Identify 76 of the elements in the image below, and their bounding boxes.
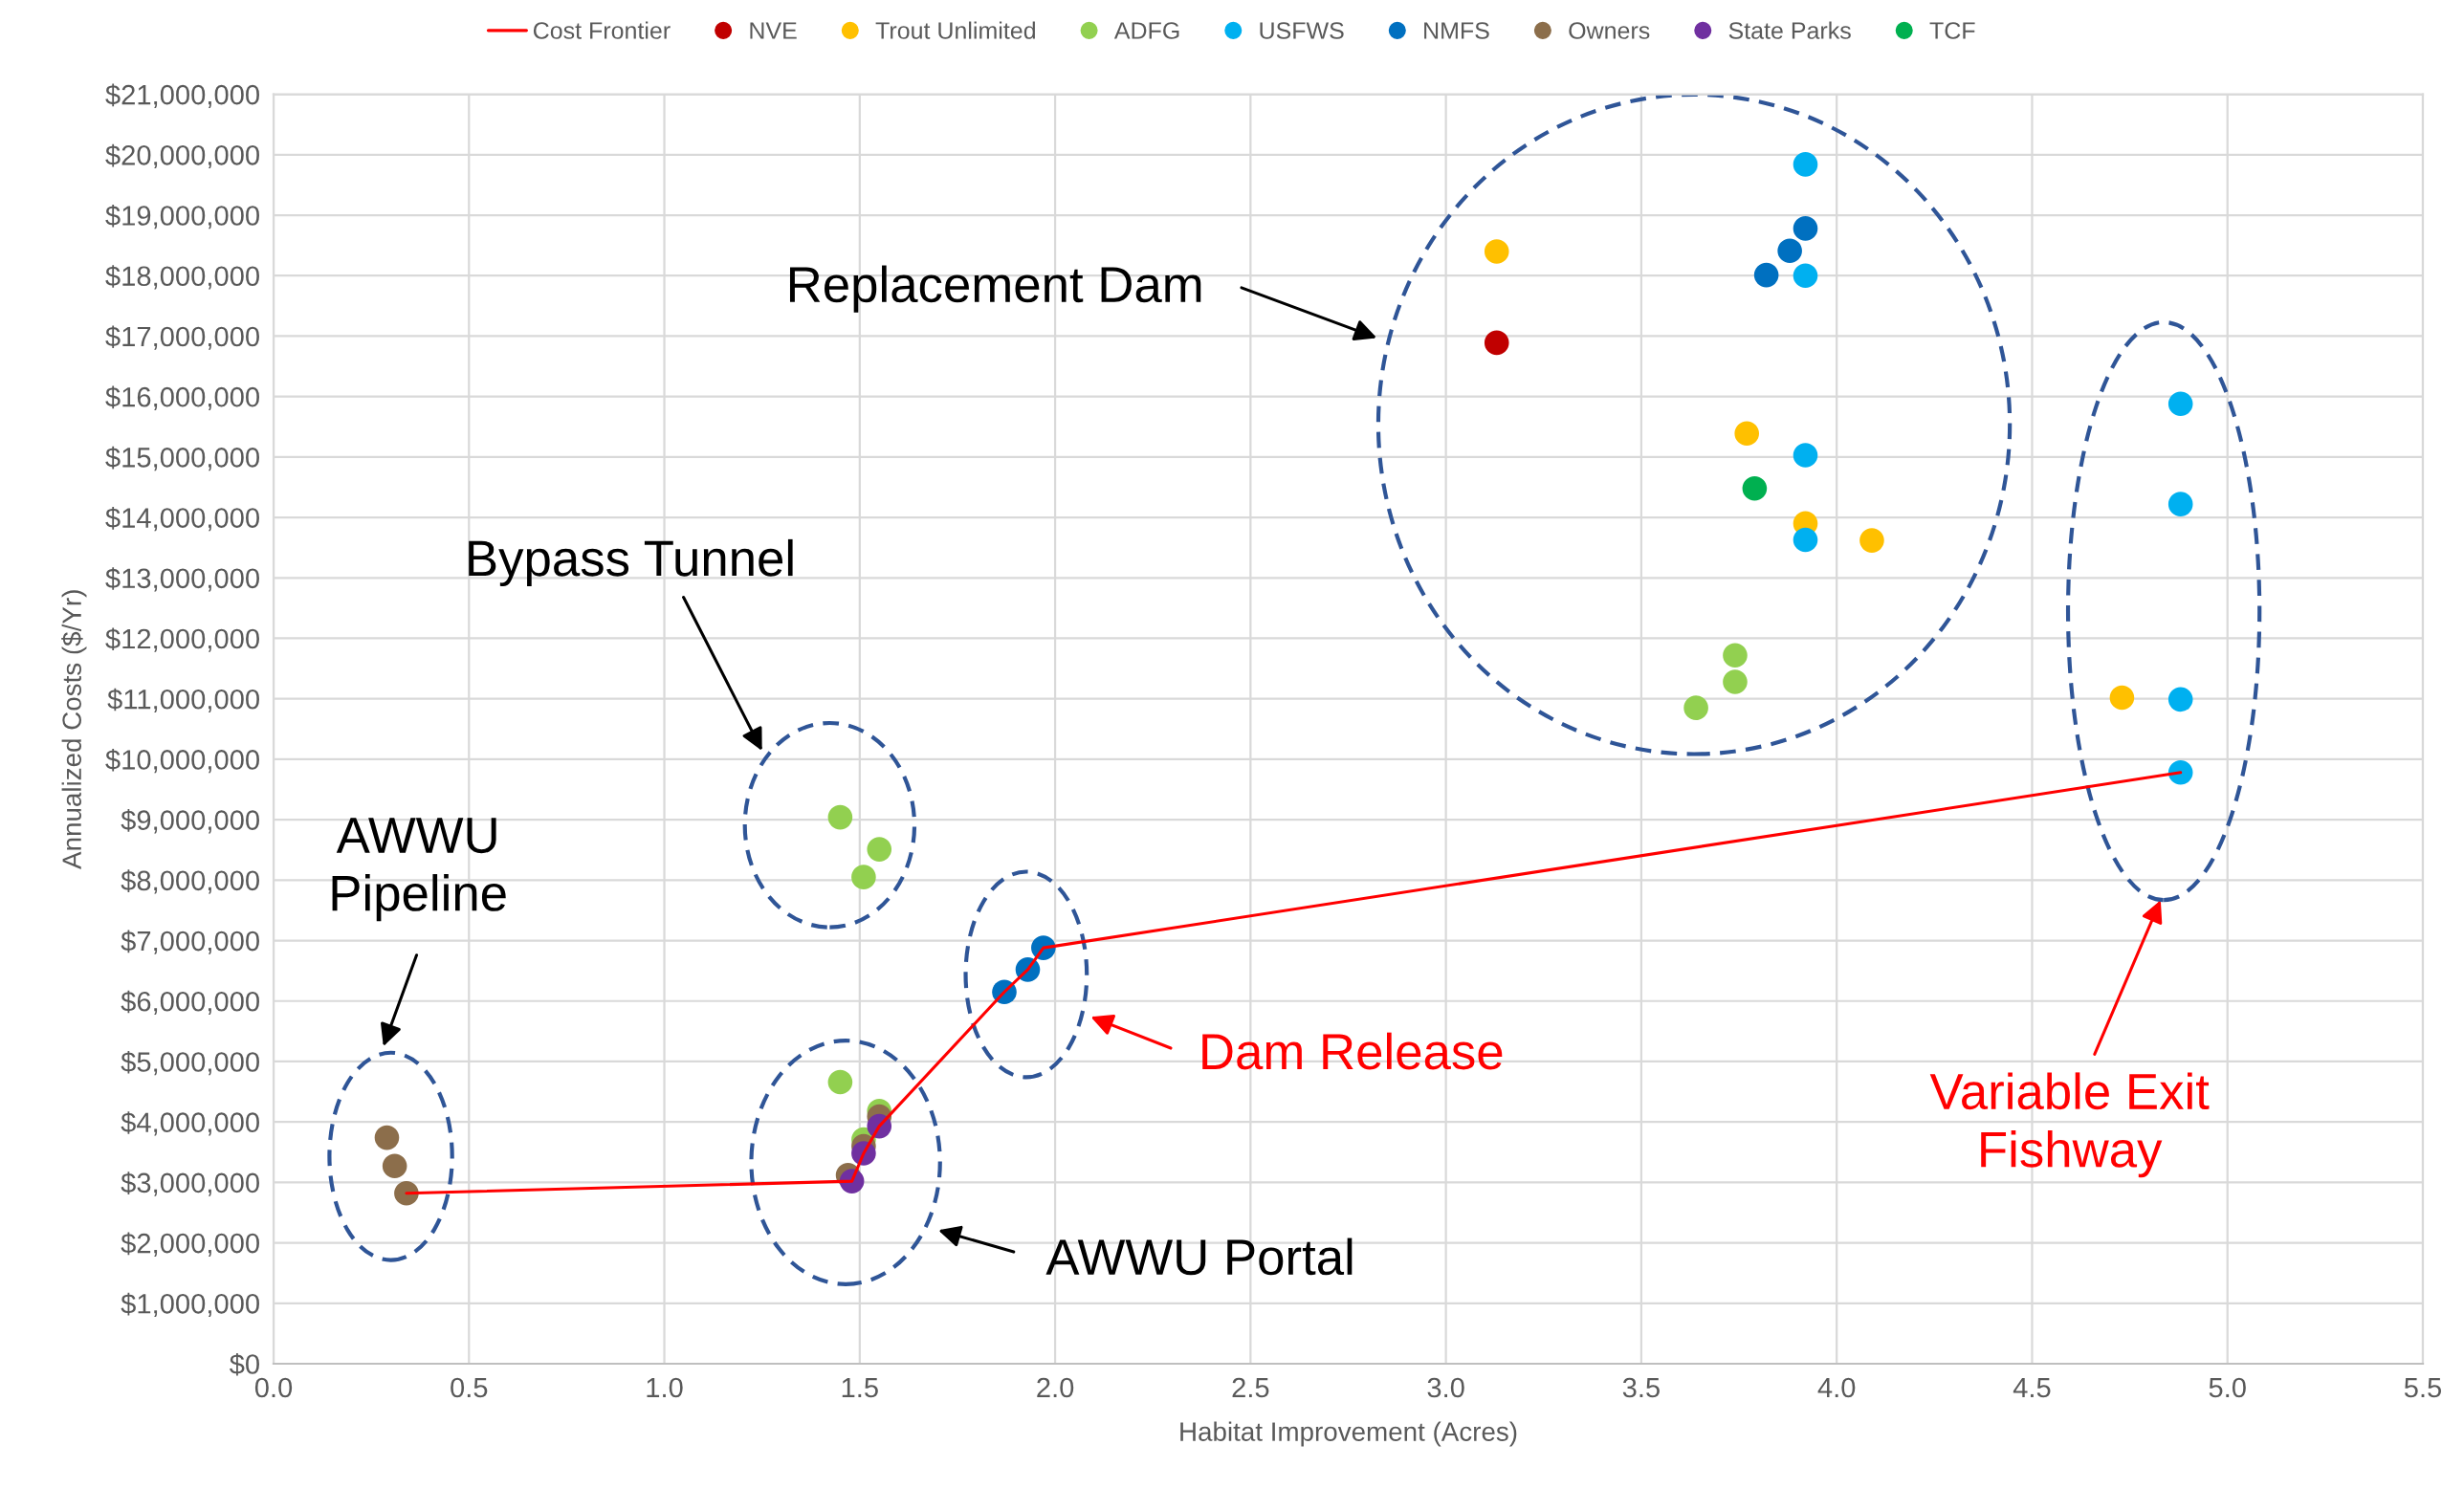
y-tick-label: $19,000,000 bbox=[105, 204, 259, 230]
point bbox=[1734, 421, 1760, 447]
y-tick-label: $16,000,000 bbox=[105, 385, 259, 410]
point bbox=[2109, 685, 2135, 711]
x-axis-title: Habitat Improvement (Acres) bbox=[1180, 1421, 1517, 1447]
point bbox=[1484, 239, 1509, 264]
y-tick-label: $2,000,000 bbox=[121, 1232, 259, 1257]
y-tick-label: $7,000,000 bbox=[121, 930, 259, 954]
x-tick-label: 1.0 bbox=[647, 1377, 683, 1398]
y-tick-label: $14,000,000 bbox=[105, 507, 259, 532]
y-tick-label: $18,000,000 bbox=[105, 265, 259, 290]
y-tick-label: $17,000,000 bbox=[105, 325, 259, 350]
y-tick-label: $10,000,000 bbox=[105, 748, 259, 774]
legend-label: NVE bbox=[750, 22, 797, 39]
y-tick-label: $15,000,000 bbox=[105, 446, 259, 471]
annotation: Replacement Dam bbox=[789, 265, 1201, 313]
legend-label: NMFS bbox=[1424, 22, 1489, 39]
y-tick-label: $1,000,000 bbox=[121, 1292, 259, 1318]
annotation: AWWU Portal bbox=[1045, 1237, 1353, 1276]
y-tick-label: $12,000,000 bbox=[105, 627, 259, 652]
x-tick-label: 3.5 bbox=[1622, 1377, 1660, 1398]
point bbox=[1683, 695, 1708, 720]
point bbox=[851, 865, 876, 889]
x-tick-label: 2.5 bbox=[1232, 1377, 1269, 1398]
x-tick-label: 4.0 bbox=[1817, 1377, 1856, 1398]
point bbox=[827, 1069, 853, 1095]
point bbox=[1484, 330, 1509, 356]
annotation: AWWU Pipeline bbox=[332, 818, 506, 922]
point bbox=[827, 804, 853, 830]
y-tick-label: $5,000,000 bbox=[121, 1050, 259, 1076]
x-tick-label: 5.5 bbox=[2404, 1377, 2442, 1398]
point bbox=[1753, 262, 1779, 288]
point bbox=[374, 1125, 400, 1150]
annotation: Dam Release bbox=[1202, 1032, 1503, 1070]
y-tick-label: $6,000,000 bbox=[121, 990, 259, 1016]
point bbox=[1723, 643, 1748, 668]
annotation: Variable Exit Fishway bbox=[1929, 1072, 2210, 1178]
legend-label: ADFG bbox=[1113, 22, 1179, 39]
point bbox=[867, 837, 892, 862]
y-tick-label: $3,000,000 bbox=[121, 1171, 259, 1196]
point bbox=[1859, 528, 1884, 553]
legend-label: TCF bbox=[1929, 22, 1975, 39]
point bbox=[382, 1153, 407, 1179]
x-tick-label: 2.0 bbox=[1037, 1377, 1074, 1398]
y-tick-label: $9,000,000 bbox=[121, 809, 259, 834]
annotation: Bypass Tunnel bbox=[469, 538, 793, 587]
point bbox=[2167, 391, 2193, 417]
y-tick-label: $20,000,000 bbox=[105, 143, 259, 169]
point bbox=[1777, 238, 1802, 264]
y-tick-label: $13,000,000 bbox=[105, 567, 259, 592]
legend-label: Trout Unlimited bbox=[875, 21, 1035, 39]
legend-label: Owners bbox=[1569, 22, 1650, 39]
point bbox=[1793, 443, 1818, 468]
x-tick-label: 4.5 bbox=[2013, 1377, 2051, 1398]
y-axis-title: Annualized Costs ($/Yr) bbox=[61, 590, 87, 869]
x-tick-label: 5.0 bbox=[2209, 1377, 2246, 1398]
x-tick-label: 3.0 bbox=[1427, 1377, 1464, 1398]
x-tick-label: 0.0 bbox=[254, 1377, 293, 1398]
legend-label: State Parks bbox=[1728, 21, 1851, 39]
point bbox=[1793, 152, 1818, 177]
point bbox=[1793, 216, 1818, 241]
y-tick-label: $0 bbox=[229, 1352, 259, 1376]
point bbox=[1742, 475, 1768, 501]
x-tick-label: 0.5 bbox=[451, 1377, 488, 1398]
point bbox=[1793, 263, 1818, 289]
legend-label: USFWS bbox=[1260, 22, 1344, 39]
point bbox=[2167, 492, 2193, 516]
y-tick-label: $11,000,000 bbox=[107, 688, 259, 712]
x-tick-label: 1.5 bbox=[842, 1377, 878, 1398]
y-tick-label: $8,000,000 bbox=[121, 869, 259, 894]
point bbox=[1793, 527, 1818, 553]
y-tick-label: $21,000,000 bbox=[105, 83, 259, 108]
legend-label: Cost Frontier bbox=[533, 21, 671, 39]
point bbox=[1723, 669, 1748, 694]
point bbox=[2167, 687, 2193, 712]
y-tick-label: $4,000,000 bbox=[121, 1111, 259, 1136]
